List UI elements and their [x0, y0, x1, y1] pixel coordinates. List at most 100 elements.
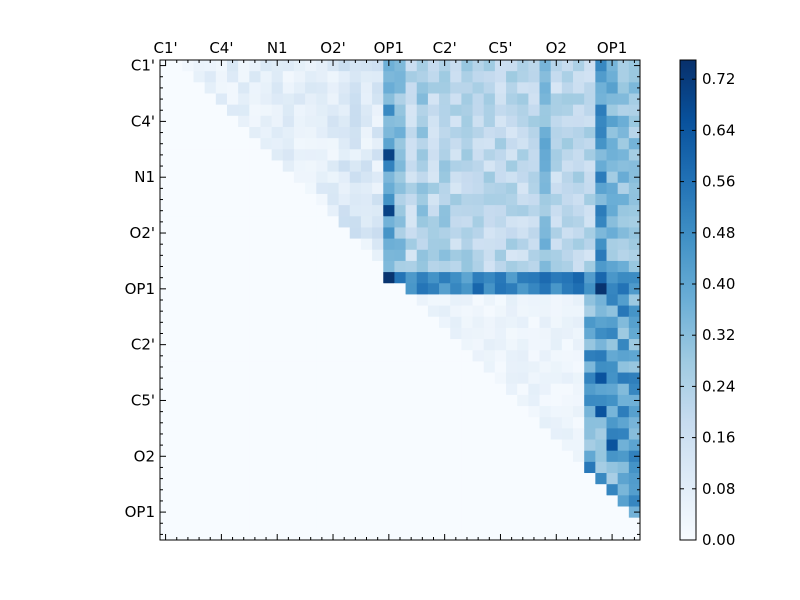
heatmap-cell	[461, 305, 473, 318]
heatmap-cell	[450, 350, 462, 362]
heatmap-cell	[617, 473, 630, 485]
heatmap-cell	[550, 182, 563, 195]
heatmap-cell	[327, 160, 339, 173]
heatmap-cell	[617, 82, 630, 94]
heatmap-cell	[539, 115, 552, 128]
heatmap-cell	[238, 93, 250, 106]
heatmap-cell	[539, 71, 552, 83]
heatmap-cell	[282, 361, 295, 373]
heatmap-cell	[171, 60, 183, 72]
heatmap-cell	[360, 283, 373, 295]
heatmap-cell	[226, 115, 239, 128]
heatmap-cell	[483, 461, 496, 474]
heatmap-cell	[293, 339, 306, 351]
heatmap-cell	[171, 227, 183, 239]
heatmap-cell	[360, 249, 373, 262]
heatmap-cell	[573, 495, 585, 507]
heatmap-cell	[349, 216, 362, 228]
heatmap-cell	[349, 104, 362, 117]
heatmap-cell	[539, 238, 552, 251]
heatmap-cell	[282, 294, 295, 306]
heatmap-cell	[494, 316, 507, 329]
heatmap-cell	[338, 372, 351, 385]
heatmap-cell	[249, 93, 261, 106]
heatmap-cell	[584, 417, 596, 429]
heatmap-cell	[416, 216, 429, 228]
heatmap-cell	[483, 216, 496, 228]
heatmap-cell	[461, 361, 473, 373]
heatmap-cell	[282, 350, 295, 362]
heatmap-cell	[427, 193, 440, 206]
heatmap-cell	[193, 193, 206, 206]
heatmap-cell	[338, 439, 351, 452]
heatmap-cell	[617, 227, 630, 239]
heatmap-cell	[282, 93, 295, 106]
heatmap-cell	[271, 283, 284, 295]
heatmap-cell	[204, 305, 217, 318]
heatmap-cell	[483, 428, 496, 440]
heatmap-cell	[305, 238, 317, 251]
heatmap-cell	[427, 316, 440, 329]
heatmap-cell	[461, 126, 473, 139]
heatmap-cell	[606, 339, 619, 351]
heatmap-cell	[483, 394, 496, 407]
heatmap-cell	[439, 205, 451, 217]
heatmap-cell	[260, 383, 273, 396]
heatmap-cell	[416, 361, 429, 373]
heatmap-cell	[160, 160, 172, 173]
tick-labels: C1'C1'C4'C4'N1N1O2'O2'OP1OP1C2'C2'C5'C5'…	[125, 39, 628, 521]
heatmap-cell	[204, 528, 217, 541]
heatmap-cell	[238, 439, 250, 452]
heatmap-cell	[439, 327, 451, 340]
heatmap-cell	[282, 327, 295, 340]
heatmap-cell	[539, 517, 552, 530]
heatmap-cell	[606, 484, 619, 496]
heatmap-cell	[416, 506, 429, 519]
heatmap-cell	[338, 227, 351, 239]
heatmap-cell	[494, 82, 507, 94]
heatmap-cell	[271, 428, 284, 440]
heatmap-cell	[260, 473, 273, 485]
heatmap-cell	[494, 350, 507, 362]
heatmap-cell	[394, 450, 406, 463]
heatmap-cell	[427, 272, 440, 284]
heatmap-cell	[271, 260, 284, 273]
heatmap-cell	[427, 473, 440, 485]
heatmap-cell	[550, 406, 563, 418]
heatmap-cell	[305, 428, 317, 440]
heatmap-cell	[215, 305, 228, 318]
heatmap-cell	[483, 126, 496, 139]
heatmap-cell	[461, 461, 473, 474]
heatmap-cell	[394, 372, 406, 385]
heatmap-cell	[360, 260, 373, 273]
heatmap-cell	[573, 439, 585, 452]
heatmap-cell	[561, 216, 574, 228]
heatmap-cell	[193, 417, 206, 429]
heatmap-cell	[539, 473, 552, 485]
heatmap-cell	[483, 383, 496, 396]
heatmap-cell	[327, 238, 339, 251]
heatmap-cell	[204, 383, 217, 396]
heatmap-cell	[383, 316, 395, 329]
heatmap-cell	[606, 93, 619, 106]
heatmap-cell	[573, 115, 585, 128]
heatmap-cell	[416, 93, 429, 106]
heatmap-cell	[316, 350, 328, 362]
heatmap-cell	[193, 115, 206, 128]
heatmap-cell	[405, 272, 418, 284]
heatmap-cell	[160, 350, 172, 362]
heatmap-cell	[372, 126, 384, 139]
heatmap-cell	[360, 238, 373, 251]
heatmap-cell	[595, 182, 607, 195]
heatmap-cell	[160, 205, 172, 217]
heatmap-cell	[249, 484, 261, 496]
heatmap-cell	[528, 394, 540, 407]
heatmap-cell	[383, 205, 395, 217]
heatmap-cell	[383, 372, 395, 385]
x-tick-label: OP1	[374, 39, 404, 57]
heatmap-cell	[327, 450, 339, 463]
heatmap-cell	[305, 126, 317, 139]
heatmap-cell	[171, 394, 183, 407]
heatmap-cell	[528, 216, 540, 228]
heatmap-cell	[472, 93, 485, 106]
